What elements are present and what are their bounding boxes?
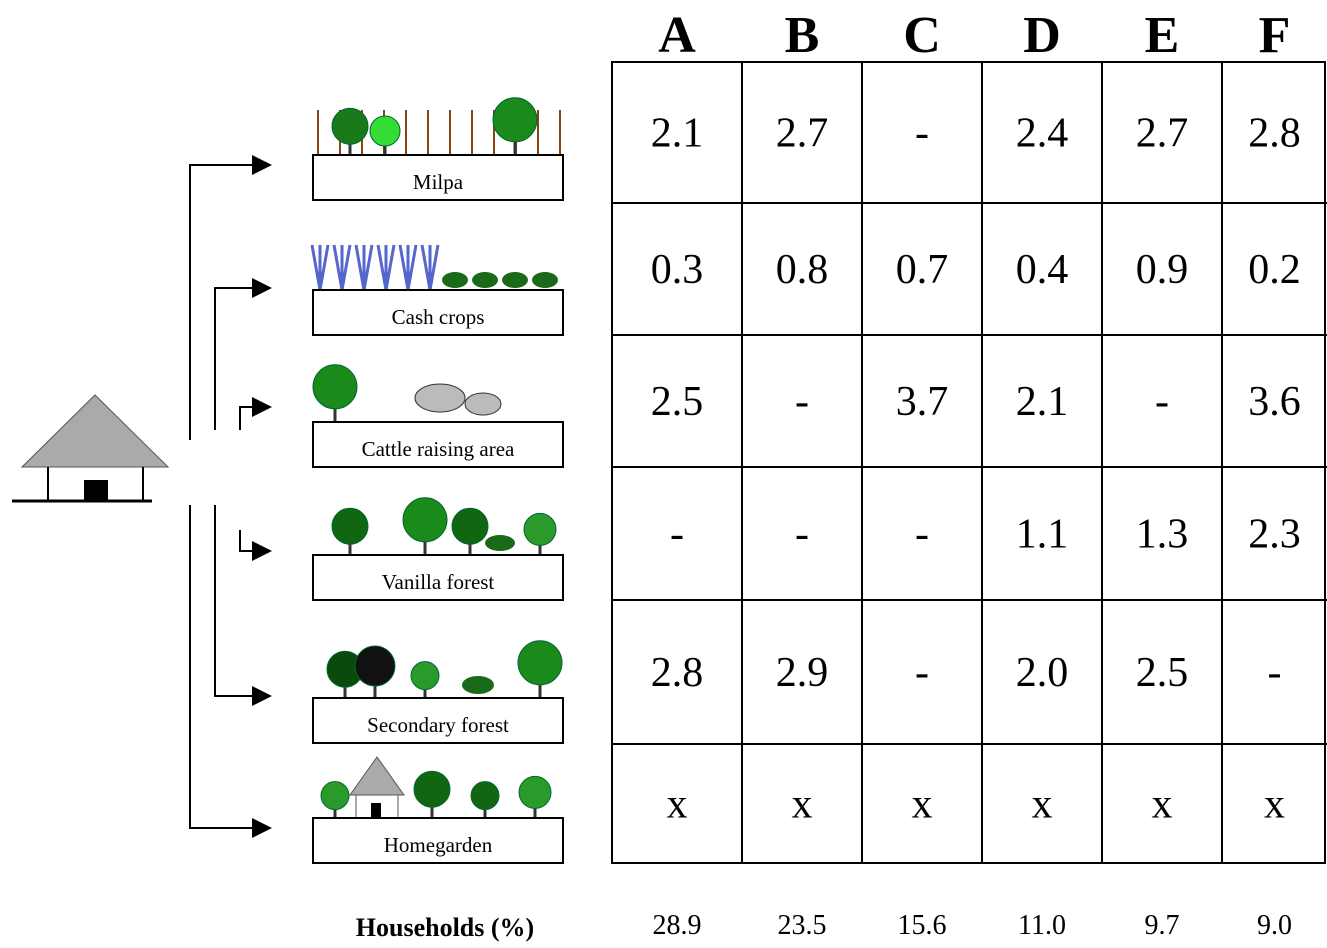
- households-value: 23.5: [778, 910, 827, 941]
- table-cell: 2.0: [1016, 650, 1069, 696]
- land-use-box: [312, 421, 564, 468]
- land-use-box: [312, 154, 564, 201]
- table-cell: 1.3: [1136, 512, 1189, 558]
- crop-plant: [398, 244, 418, 291]
- land-use-box: [312, 554, 564, 601]
- table-cell: 2.9: [776, 650, 829, 696]
- table-cell: 0.9: [1136, 247, 1189, 293]
- table-cell: x: [912, 782, 933, 828]
- table-cell: -: [915, 512, 929, 558]
- table-cell: -: [795, 512, 809, 558]
- tree-crown: [413, 770, 451, 808]
- hut-roof: [349, 756, 405, 796]
- table-cell: x: [1152, 782, 1173, 828]
- crop-leaf: [502, 272, 528, 288]
- land-use-label: Homegarden: [384, 833, 493, 857]
- tree-crown: [470, 781, 500, 811]
- column-header: E: [1145, 7, 1180, 64]
- table-cell: 0.7: [896, 247, 949, 293]
- tree-crown: [492, 97, 538, 143]
- table-cell: 2.4: [1016, 111, 1069, 157]
- house-icon: [12, 394, 170, 503]
- land-use-label: Cattle raising area: [362, 437, 515, 461]
- column-header: D: [1023, 7, 1061, 64]
- table-cell: 2.5: [651, 379, 704, 425]
- table-cell: 2.8: [651, 650, 704, 696]
- table-cell: -: [670, 512, 684, 558]
- table-cell: 1.1: [1016, 512, 1069, 558]
- land-use-box: [312, 817, 564, 864]
- households-value: 11.0: [1018, 910, 1066, 941]
- crop-plant: [332, 244, 352, 291]
- table-cell: -: [915, 111, 929, 157]
- table-cell: -: [795, 379, 809, 425]
- crop-leaf: [442, 272, 468, 288]
- crop-plant: [354, 244, 374, 291]
- tree-crown: [320, 781, 350, 811]
- column-header: A: [658, 7, 696, 64]
- tree-crown: [369, 115, 401, 147]
- tree-crown: [410, 661, 440, 691]
- households-value: 15.6: [898, 910, 947, 941]
- crop-leaf: [472, 272, 498, 288]
- tree-crown: [402, 497, 448, 543]
- column-header: C: [903, 7, 941, 64]
- table-cell: x: [1032, 782, 1053, 828]
- leaf: [462, 676, 494, 694]
- table-cell: 2.1: [1016, 379, 1069, 425]
- land-use-label: Secondary forest: [367, 713, 509, 737]
- households-label: Households (%): [356, 913, 534, 942]
- table-cell: x: [1264, 782, 1285, 828]
- crop-leaf: [532, 272, 558, 288]
- cow: [414, 383, 466, 413]
- land-use-box: [312, 289, 564, 336]
- table-cell: 2.1: [651, 111, 704, 157]
- column-header: F: [1259, 7, 1291, 64]
- tree-crown: [312, 364, 358, 410]
- households-value: 9.0: [1257, 910, 1292, 941]
- tree-crown: [354, 645, 396, 687]
- households-value: 28.9: [653, 910, 702, 941]
- table-cell: 2.7: [1136, 111, 1189, 157]
- table-cell: 0.4: [1016, 247, 1069, 293]
- column-header: B: [785, 7, 820, 64]
- tree-crown: [517, 640, 563, 686]
- land-use-label: Milpa: [413, 170, 464, 194]
- table-cell: 2.3: [1248, 512, 1301, 558]
- table-cell: 0.2: [1248, 247, 1301, 293]
- table-cell: -: [1268, 650, 1282, 696]
- table-cell: -: [1155, 379, 1169, 425]
- tree-crown: [331, 107, 369, 145]
- table-cell: 2.5: [1136, 650, 1189, 696]
- table-cell: -: [915, 650, 929, 696]
- crop-plant: [420, 244, 440, 291]
- crop-plant: [376, 244, 396, 291]
- arrows: [189, 155, 272, 838]
- table-cell: 2.7: [776, 111, 829, 157]
- households-value: 9.7: [1145, 910, 1180, 941]
- land-use-label: Vanilla forest: [382, 570, 495, 594]
- table-cell: x: [792, 782, 813, 828]
- crop-plant: [310, 244, 330, 291]
- leaf: [485, 535, 515, 551]
- tree-crown: [523, 512, 557, 546]
- table-cell: 0.8: [776, 247, 829, 293]
- tree-crown: [451, 507, 489, 545]
- table-cell: 2.8: [1248, 111, 1301, 157]
- land-use-label: Cash crops: [392, 305, 485, 329]
- cow: [464, 392, 502, 416]
- table-cell: 3.6: [1248, 379, 1301, 425]
- table-cell: 3.7: [896, 379, 949, 425]
- hut-door: [371, 803, 381, 818]
- table-cell: 0.3: [651, 247, 704, 293]
- land-use-box: [312, 697, 564, 744]
- table-cell: x: [667, 782, 688, 828]
- tree-crown: [518, 775, 552, 809]
- tree-crown: [331, 507, 369, 545]
- table-border: [611, 61, 1326, 864]
